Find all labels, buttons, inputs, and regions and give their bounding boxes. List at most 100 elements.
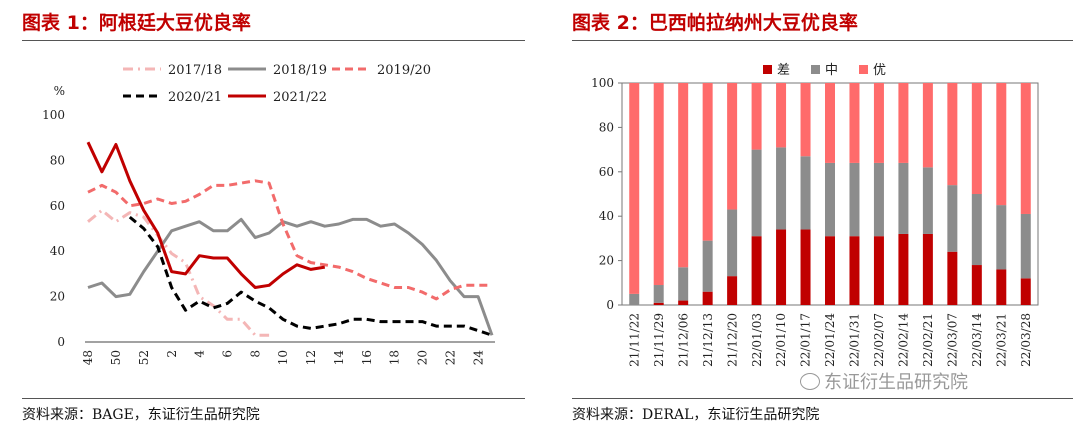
x-tick-label: 2 bbox=[165, 350, 179, 358]
series-line-2017-18 bbox=[87, 208, 270, 337]
bar-segment-差 bbox=[678, 300, 689, 305]
bar-segment-差 bbox=[922, 233, 933, 305]
bar-segment-中 bbox=[825, 162, 835, 237]
series-line-2018-19 bbox=[87, 217, 494, 336]
y-tick-label: 0 bbox=[606, 298, 614, 312]
series-line-2021-22 bbox=[86, 141, 326, 289]
panel-title: 图表 2：巴西帕拉纳州大豆优良率 bbox=[572, 12, 858, 34]
title-rule bbox=[22, 40, 525, 41]
y-tick-label: 60 bbox=[599, 165, 614, 179]
x-tick-label: 22/01/17 bbox=[799, 313, 813, 367]
y-tick-label: 0 bbox=[57, 335, 65, 349]
x-tick-label: 18 bbox=[388, 350, 402, 365]
y-tick-label: 20 bbox=[50, 290, 65, 304]
bar-segment-差 bbox=[825, 236, 835, 305]
x-tick-label: 22/01/24 bbox=[823, 313, 837, 367]
bar-segment-差 bbox=[971, 265, 982, 305]
legend-swatch bbox=[811, 65, 820, 74]
legend-label: 优 bbox=[873, 63, 886, 78]
x-tick-label: 21/12/06 bbox=[676, 313, 690, 367]
bar-segment-优 bbox=[629, 83, 640, 294]
x-tick-label: 21/12/13 bbox=[701, 313, 715, 367]
x-tick-label: 24 bbox=[471, 350, 485, 366]
bar-segment-中 bbox=[653, 285, 664, 303]
x-tick-label: 22/01/10 bbox=[774, 313, 788, 367]
bar-segment-优 bbox=[678, 83, 689, 268]
bar-segment-优 bbox=[727, 83, 738, 210]
panel-argentina: 图表 1：阿根廷大豆优良率 0 20 40 60 80 100% 48 50 52 2 4 6 8 10 1… bbox=[0, 0, 525, 430]
bar-segment-中 bbox=[751, 149, 762, 237]
legend-label: 2021/22 bbox=[273, 90, 327, 105]
bar-segment-优 bbox=[702, 83, 713, 241]
bar-segment-优 bbox=[653, 83, 664, 286]
bar-segment-差 bbox=[1020, 278, 1031, 305]
x-tick-label: 22 bbox=[443, 350, 457, 365]
source-note: 资料来源：DERAL，东证衍生品研究院 bbox=[572, 407, 820, 423]
x-tick-label: 52 bbox=[137, 350, 151, 365]
bar-segment-中 bbox=[727, 209, 738, 277]
bar-segment-优 bbox=[849, 83, 860, 163]
x-tick-label: 21/12/20 bbox=[725, 313, 739, 367]
x-tick-label: 12 bbox=[304, 350, 318, 365]
bar-segment-中 bbox=[629, 293, 640, 305]
bar-segment-中 bbox=[996, 205, 1007, 270]
bar-segment-中 bbox=[898, 162, 909, 234]
x-tick-label: 48 bbox=[81, 350, 95, 365]
bar-segment-中 bbox=[873, 162, 884, 237]
legend-label: 2020/21 bbox=[168, 90, 222, 105]
x-tick-label: 22/02/14 bbox=[897, 313, 911, 367]
watermark-text: 东证衍生品研究院 bbox=[824, 372, 968, 393]
legend-label: 2019/20 bbox=[377, 63, 431, 78]
x-tick-label: 22/02/07 bbox=[872, 313, 886, 367]
legend-swatch bbox=[763, 65, 772, 74]
bar-segment-优 bbox=[971, 83, 982, 194]
x-tick-label: 14 bbox=[332, 350, 346, 366]
bar-segment-优 bbox=[776, 83, 787, 148]
legend-label: 2018/19 bbox=[273, 63, 327, 78]
y-tick-label: 100 bbox=[42, 108, 65, 122]
x-tick-label: 21/11/29 bbox=[652, 313, 666, 367]
y-tick-label: 100 bbox=[591, 76, 614, 90]
bar-segment-差 bbox=[653, 302, 664, 305]
x-tick-label: 6 bbox=[221, 350, 235, 358]
bar-segment-中 bbox=[776, 147, 787, 230]
y-tick-label: 40 bbox=[599, 209, 614, 223]
x-tick-label: 10 bbox=[276, 350, 290, 365]
bar-segment-中 bbox=[702, 240, 713, 292]
legend-label: 差 bbox=[777, 63, 790, 78]
bar-segment-优 bbox=[825, 83, 835, 163]
bar-segment-差 bbox=[996, 269, 1007, 305]
bar-segment-优 bbox=[751, 83, 762, 150]
y-tick-label: 80 bbox=[599, 120, 614, 134]
bar-segment-中 bbox=[678, 267, 689, 301]
y-axis-unit: % bbox=[54, 84, 65, 98]
x-tick-label: 22/02/21 bbox=[921, 313, 935, 367]
bar-segment-差 bbox=[947, 251, 958, 305]
bar-segment-中 bbox=[1020, 213, 1031, 279]
bar-segment-中 bbox=[922, 167, 933, 234]
bar-segment-优 bbox=[1020, 83, 1031, 214]
x-tick-label: 50 bbox=[109, 350, 123, 365]
y-tick-label: 20 bbox=[599, 254, 614, 268]
watermark: 东证衍生品研究院 bbox=[800, 368, 968, 394]
source-rule bbox=[22, 398, 525, 399]
bar-segment-差 bbox=[702, 291, 713, 305]
series-line-2020-21 bbox=[128, 215, 493, 337]
bar-segment-优 bbox=[873, 83, 884, 163]
y-tick-label: 80 bbox=[50, 153, 65, 167]
source-rule bbox=[572, 398, 1073, 399]
bar-segment-差 bbox=[751, 236, 762, 305]
x-tick-label: 20 bbox=[416, 350, 430, 365]
bar-segment-中 bbox=[971, 194, 982, 266]
bar-segment-差 bbox=[898, 233, 909, 305]
bar-segment-差 bbox=[849, 236, 860, 305]
bar-segment-差 bbox=[800, 229, 811, 305]
bar-segment-差 bbox=[727, 276, 738, 305]
series-line-2019-20 bbox=[87, 179, 492, 301]
bar-segment-优 bbox=[898, 83, 909, 163]
x-tick-label: 22/03/21 bbox=[994, 313, 1008, 367]
bar-segment-优 bbox=[922, 83, 933, 168]
bar-segment-优 bbox=[996, 83, 1007, 206]
panel-parana: 图表 2：巴西帕拉纳州大豆优良率 0 20 40 60 80 100 21/11/22 21/… bbox=[550, 0, 1073, 430]
